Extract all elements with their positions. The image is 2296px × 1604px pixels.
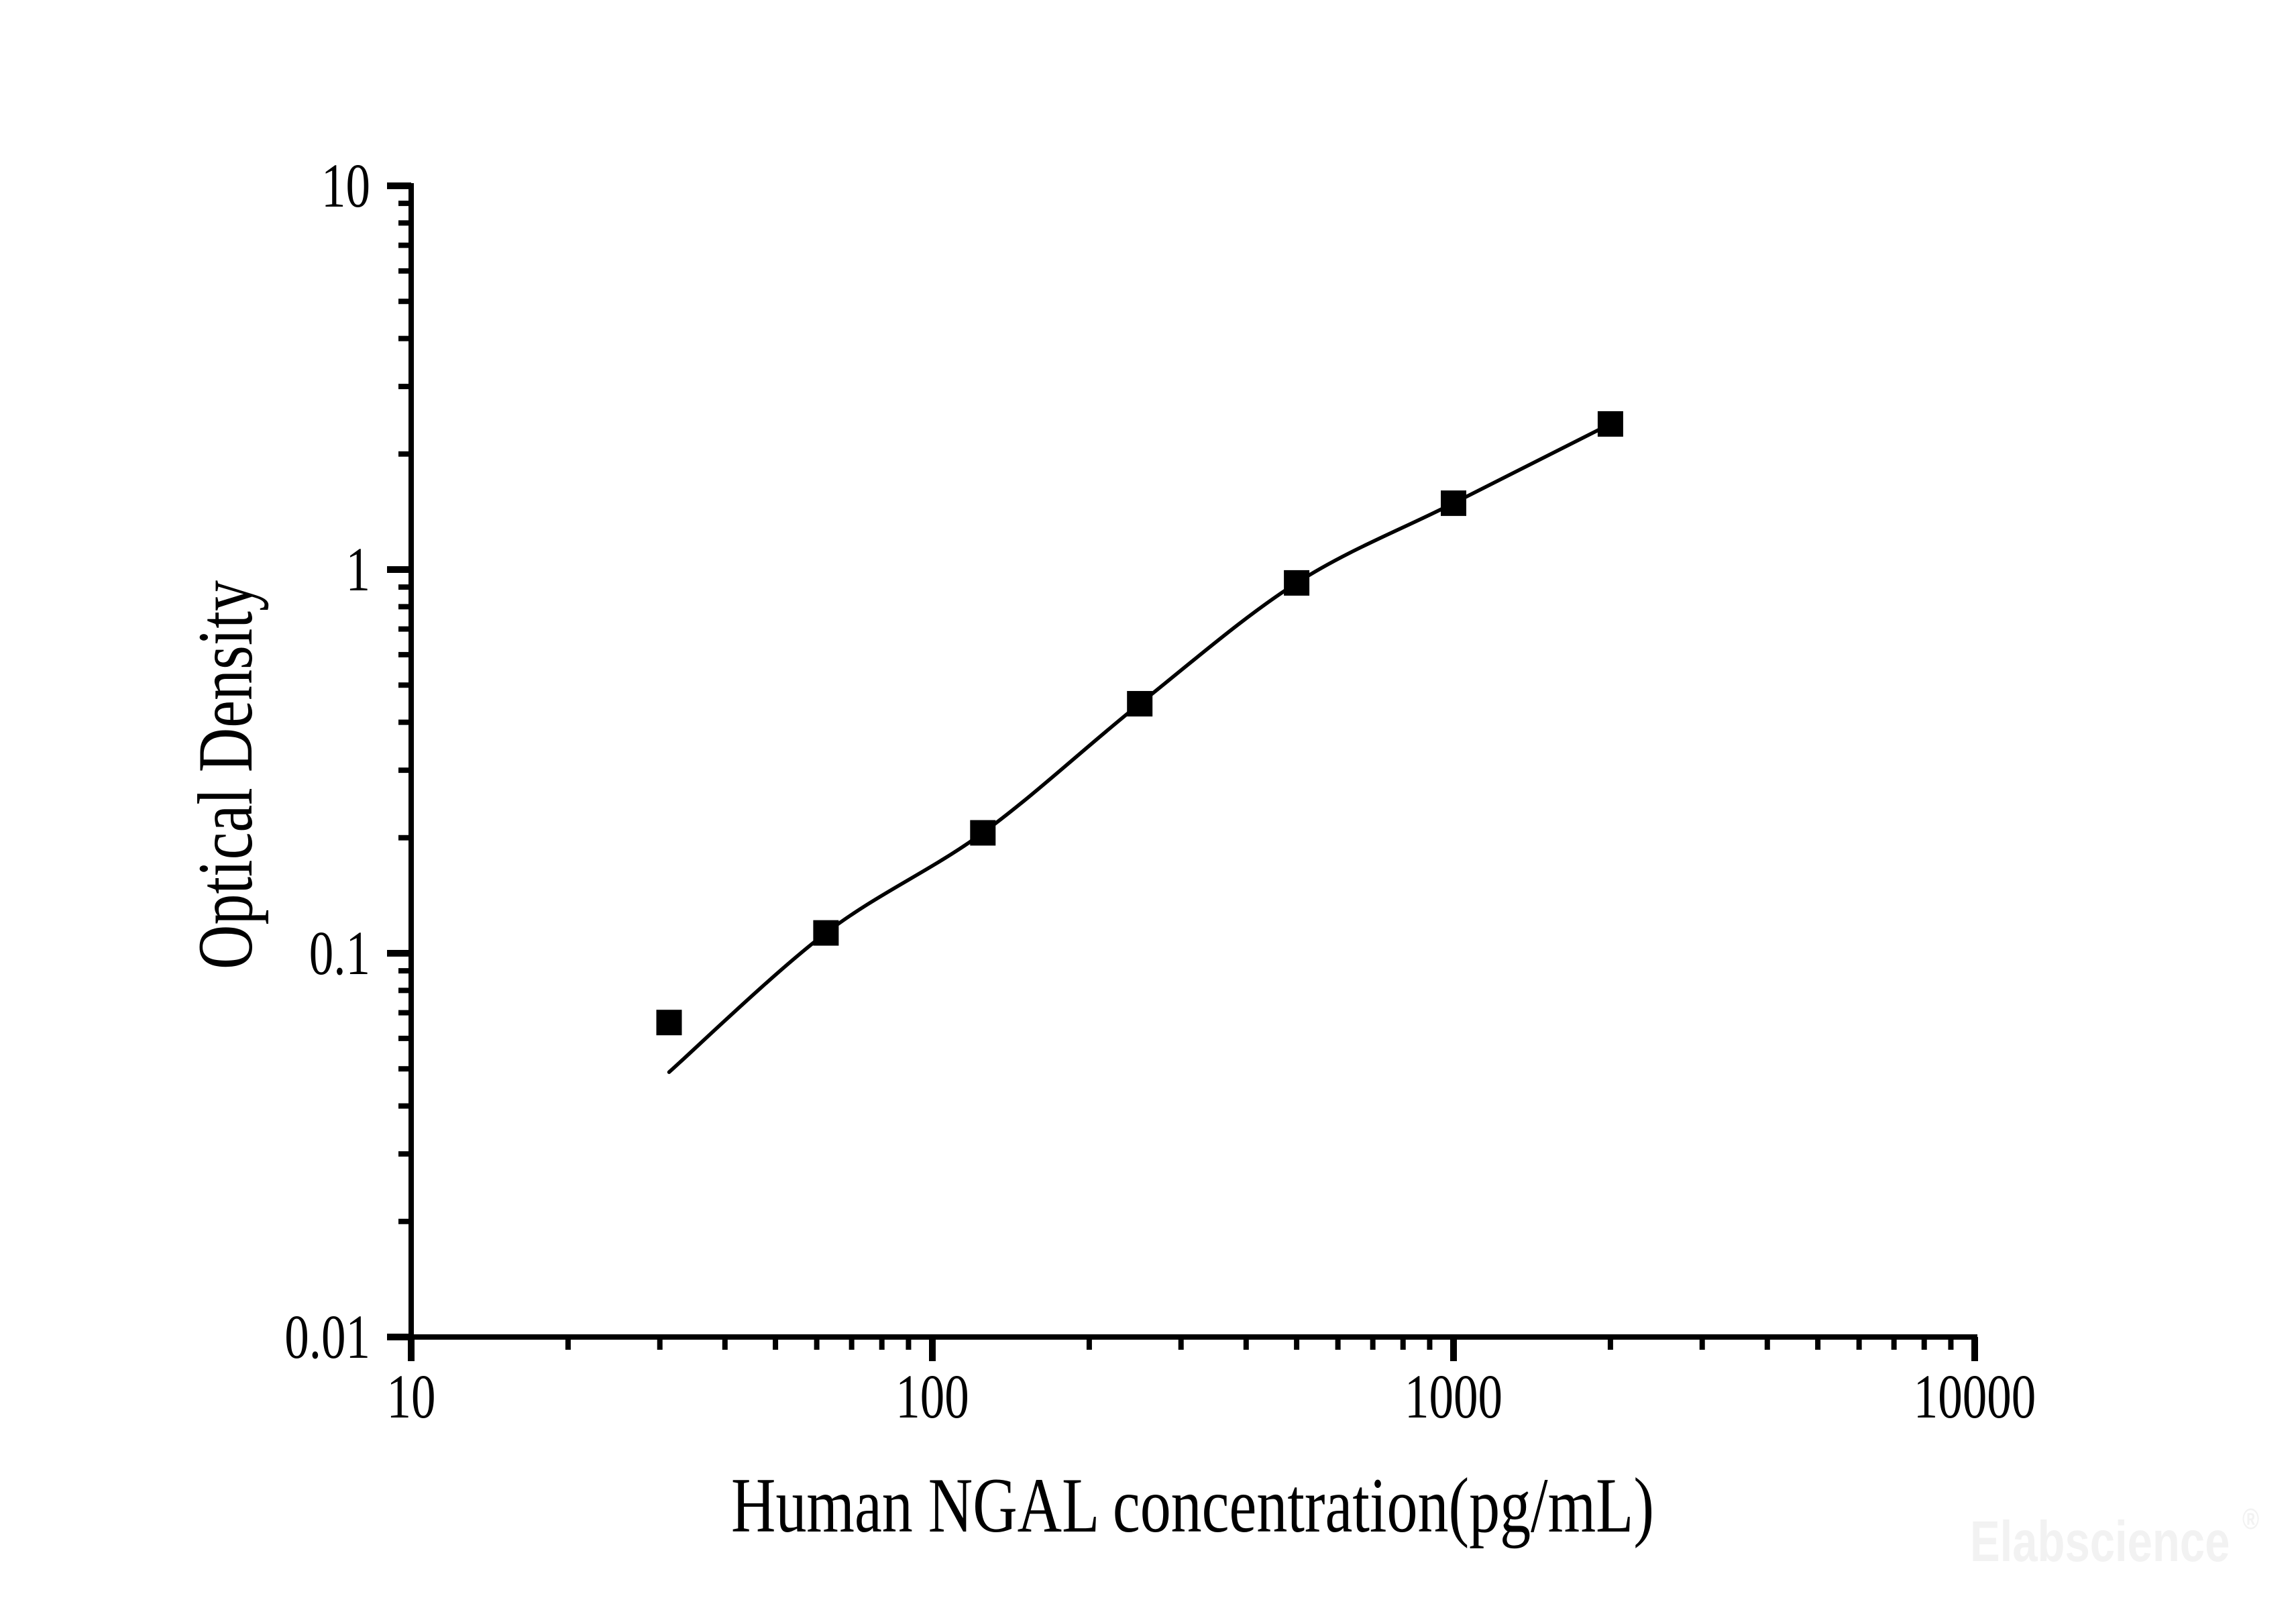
fitted-curve-path (667, 422, 1612, 1074)
data-point-marker (656, 1010, 682, 1036)
x-axis-title: Human NGAL concentration(pg/mL) (731, 1462, 1654, 1549)
y-tick-label: 0.1 (309, 920, 370, 988)
y-tick-label: 0.01 (284, 1303, 370, 1372)
x-tick-label: 1000 (1405, 1363, 1502, 1432)
watermark-registered-icon: ® (2242, 1503, 2259, 1536)
fit-curve (667, 422, 1612, 1074)
data-point-marker (813, 920, 839, 946)
x-tick-label: 10000 (1914, 1363, 2036, 1432)
data-point-marker (1597, 411, 1623, 437)
data-point-marker (1127, 691, 1153, 717)
plot-axes (408, 183, 1977, 1340)
x-tick-label: 100 (895, 1363, 969, 1432)
watermark-brand: Elabscience (1970, 1510, 2230, 1573)
x-tick-label: 10 (387, 1363, 436, 1432)
x-axis-ticks: 10 100 1000 10000 (387, 1337, 2036, 1432)
data-point-marker (1441, 490, 1466, 517)
y-axis-ticks: 0.01 0.1 1 10 (284, 152, 411, 1372)
y-tick-label: 1 (346, 536, 370, 604)
data-points (656, 411, 1623, 1036)
data-point-marker (970, 820, 996, 846)
y-tick-label: 10 (321, 152, 370, 221)
watermark: Elabscience ® (1970, 1503, 2259, 1574)
y-axis-title: Optical Density (182, 580, 269, 969)
data-point-marker (1284, 570, 1310, 596)
